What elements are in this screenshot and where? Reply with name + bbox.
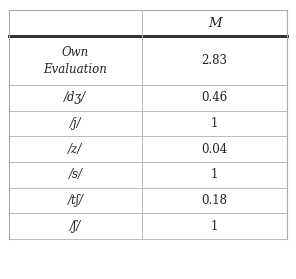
Text: /ʃ/: /ʃ/ [70,220,81,233]
Text: /s/: /s/ [68,169,83,181]
FancyBboxPatch shape [9,10,287,36]
Text: 1: 1 [211,220,218,233]
Text: /tʃ/: /tʃ/ [67,194,83,207]
FancyBboxPatch shape [9,36,287,85]
Text: 1: 1 [211,117,218,130]
Text: 0.04: 0.04 [202,143,228,156]
Text: Own
Evaluation: Own Evaluation [44,46,107,76]
Text: /j/: /j/ [70,117,81,130]
Text: /z/: /z/ [68,143,83,156]
FancyBboxPatch shape [9,213,287,239]
Text: 0.18: 0.18 [202,194,228,207]
Text: 0.46: 0.46 [202,92,228,104]
FancyBboxPatch shape [9,162,287,188]
FancyBboxPatch shape [9,188,287,213]
Text: M: M [208,16,221,30]
FancyBboxPatch shape [9,85,287,111]
Text: 1: 1 [211,169,218,181]
FancyBboxPatch shape [9,111,287,136]
Text: /dʒ/: /dʒ/ [65,92,86,104]
FancyBboxPatch shape [9,136,287,162]
Text: 2.83: 2.83 [202,54,228,67]
